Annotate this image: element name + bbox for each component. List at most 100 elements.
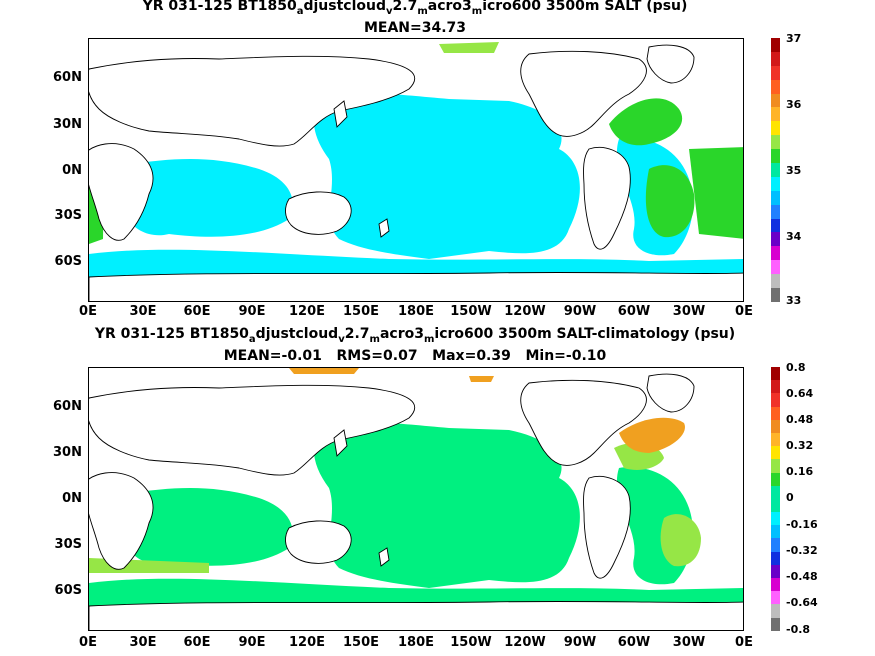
p1-cbar-tick-35: 35 xyxy=(786,164,802,177)
p1-colorbar-swatch-14 xyxy=(771,232,780,247)
new-zealand-land-2 xyxy=(378,547,390,567)
south-atlantic-patch xyxy=(645,165,695,238)
p1-colorbar-swatch-18 xyxy=(771,288,780,302)
east-atlantic-patch xyxy=(689,147,743,239)
p2-lat-30s: 30S xyxy=(54,537,82,552)
p1-lon-3: 90E xyxy=(238,304,266,319)
indian-field xyxy=(124,159,293,237)
p2-cbar-tick-8: -0.48 xyxy=(786,570,818,583)
pacific-field xyxy=(313,93,580,259)
p1-cbar-tick-36: 36 xyxy=(786,98,802,111)
p1-colorbar-swatch-10 xyxy=(771,176,780,191)
p1-lon-6: 180E xyxy=(397,304,435,319)
p1-lon-0: 0E xyxy=(79,304,97,319)
p2-colorbar-swatch-6 xyxy=(771,446,780,460)
p2-colorbar-swatch-0 xyxy=(771,367,780,381)
p2-colorbar-swatch-10 xyxy=(771,498,780,513)
p2-lon-8: 120W xyxy=(504,635,546,650)
p2-lon-3: 90E xyxy=(238,635,266,650)
south-atlantic-diff-patch xyxy=(660,514,701,567)
p1-lon-8: 120W xyxy=(504,304,546,319)
p2-lon-6: 180E xyxy=(397,635,435,650)
japan-land-2 xyxy=(333,429,348,457)
p2-colorbar-swatch-19 xyxy=(771,617,780,631)
p2-lat-0n: 0N xyxy=(62,491,82,506)
arctic-diff-patch-2 xyxy=(469,376,494,382)
p1-lat-30s: 30S xyxy=(54,208,82,223)
p2-colorbar-swatch-18 xyxy=(771,604,780,618)
p1-colorbar-swatch-4 xyxy=(771,93,780,108)
p1-colorbar-swatch-1 xyxy=(771,51,780,66)
australia-land xyxy=(285,191,352,235)
p1-lon-1: 30E xyxy=(129,304,157,319)
panel1-stats: MEAN=34.73 xyxy=(363,20,467,36)
north-america-land xyxy=(520,50,647,137)
p2-colorbar-swatch-7 xyxy=(771,459,780,473)
panel1-title: YR 031-125 BT1850adjustcloudv2.7macro3mi… xyxy=(142,0,688,17)
p1-cbar-tick-33: 33 xyxy=(786,294,802,307)
southern-field xyxy=(89,249,743,279)
greenland-land-2 xyxy=(646,373,695,413)
p2-cbar-tick-9: -0.64 xyxy=(786,596,818,609)
southern-diff-field xyxy=(89,578,743,608)
new-zealand-land xyxy=(378,218,390,238)
p1-lon-9: 90W xyxy=(563,304,597,319)
p2-lon-9: 90W xyxy=(563,635,597,650)
p2-cbar-tick-7: -0.32 xyxy=(786,544,818,557)
p1-lon-10: 60W xyxy=(617,304,651,319)
p2-cbar-tick-6: -0.16 xyxy=(786,518,818,531)
p1-lat-60s: 60S xyxy=(54,254,82,269)
p2-lat-60n: 60N xyxy=(53,399,82,414)
p2-lon-1: 30E xyxy=(129,635,157,650)
p2-lon-7: 150W xyxy=(450,635,492,650)
p2-colorbar-swatch-3 xyxy=(771,406,780,420)
panel2-stats: MEAN=-0.01 RMS=0.07 Max=0.39 Min=-0.10 xyxy=(223,348,607,364)
p1-colorbar-swatch-11 xyxy=(771,190,780,205)
south-america-land-2 xyxy=(583,476,631,579)
p1-lon-2: 60E xyxy=(183,304,211,319)
p1-cbar-tick-37: 37 xyxy=(786,32,802,45)
north-atlantic-patch xyxy=(609,98,683,146)
p1-colorbar-swatch-12 xyxy=(771,204,780,219)
p2-colorbar-swatch-15 xyxy=(771,564,780,578)
australia-land-2 xyxy=(285,520,352,564)
p1-lon-4: 120E xyxy=(288,304,326,319)
p2-colorbar-swatch-8 xyxy=(771,472,780,486)
p2-cbar-tick-2: 0.48 xyxy=(786,413,814,426)
p2-cbar-tick-4: 0.16 xyxy=(786,465,814,478)
p1-lat-30n: 30N xyxy=(53,117,82,132)
panel2-map-svg xyxy=(89,368,743,630)
japan-land xyxy=(333,100,348,128)
p1-colorbar-swatch-7 xyxy=(771,135,780,150)
africa-land-2 xyxy=(89,472,154,570)
p1-lon-5: 150E xyxy=(342,304,380,319)
p2-lat-30n: 30N xyxy=(53,445,82,460)
panel1-map xyxy=(88,38,744,302)
indian-diff-field xyxy=(124,488,293,566)
p2-colorbar-swatch-11 xyxy=(771,512,780,526)
p2-colorbar-swatch-9 xyxy=(771,485,780,499)
p2-cbar-tick-0: 0.8 xyxy=(786,361,806,374)
p2-colorbar-swatch-14 xyxy=(771,551,780,565)
north-america-land-2 xyxy=(520,379,647,466)
p2-lon-12: 0E xyxy=(735,635,753,650)
p1-cbar-tick-34: 34 xyxy=(786,230,802,243)
p2-lon-4: 120E xyxy=(288,635,326,650)
p1-colorbar-swatch-17 xyxy=(771,274,780,289)
pacific-diff-field xyxy=(313,422,580,588)
south-america-land xyxy=(583,147,631,250)
p2-lon-0: 0E xyxy=(79,635,97,650)
p2-colorbar-swatch-1 xyxy=(771,380,780,394)
arctic-patch xyxy=(439,42,499,53)
greenland-land xyxy=(646,44,695,84)
antarctica-land xyxy=(89,271,743,301)
arctic-diff-patch xyxy=(289,368,359,374)
panel2-map xyxy=(88,367,744,631)
panel1-colorbar xyxy=(771,38,780,302)
p2-lat-60s: 60S xyxy=(54,583,82,598)
p1-lat-0n: 0N xyxy=(62,163,82,178)
p2-colorbar-swatch-2 xyxy=(771,393,780,407)
p1-lon-11: 30W xyxy=(672,304,706,319)
p2-lon-11: 30W xyxy=(672,635,706,650)
p2-cbar-tick-1: 0.64 xyxy=(786,387,814,400)
